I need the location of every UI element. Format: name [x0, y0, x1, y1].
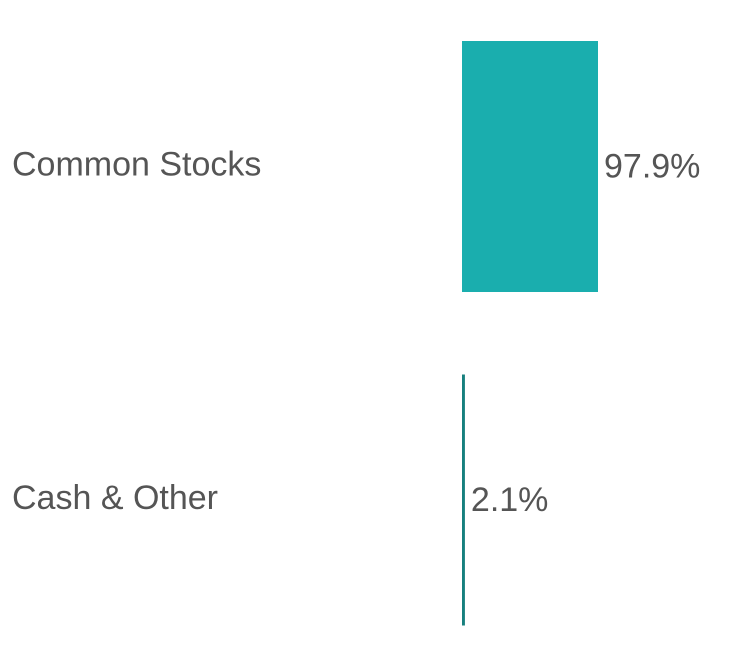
category-label: Common Stocks	[12, 145, 261, 183]
bar	[462, 374, 465, 626]
value-label: 97.9%	[604, 147, 700, 185]
category-label: Cash & Other	[12, 479, 218, 517]
value-label: 2.1%	[471, 481, 548, 519]
bar	[462, 41, 598, 292]
